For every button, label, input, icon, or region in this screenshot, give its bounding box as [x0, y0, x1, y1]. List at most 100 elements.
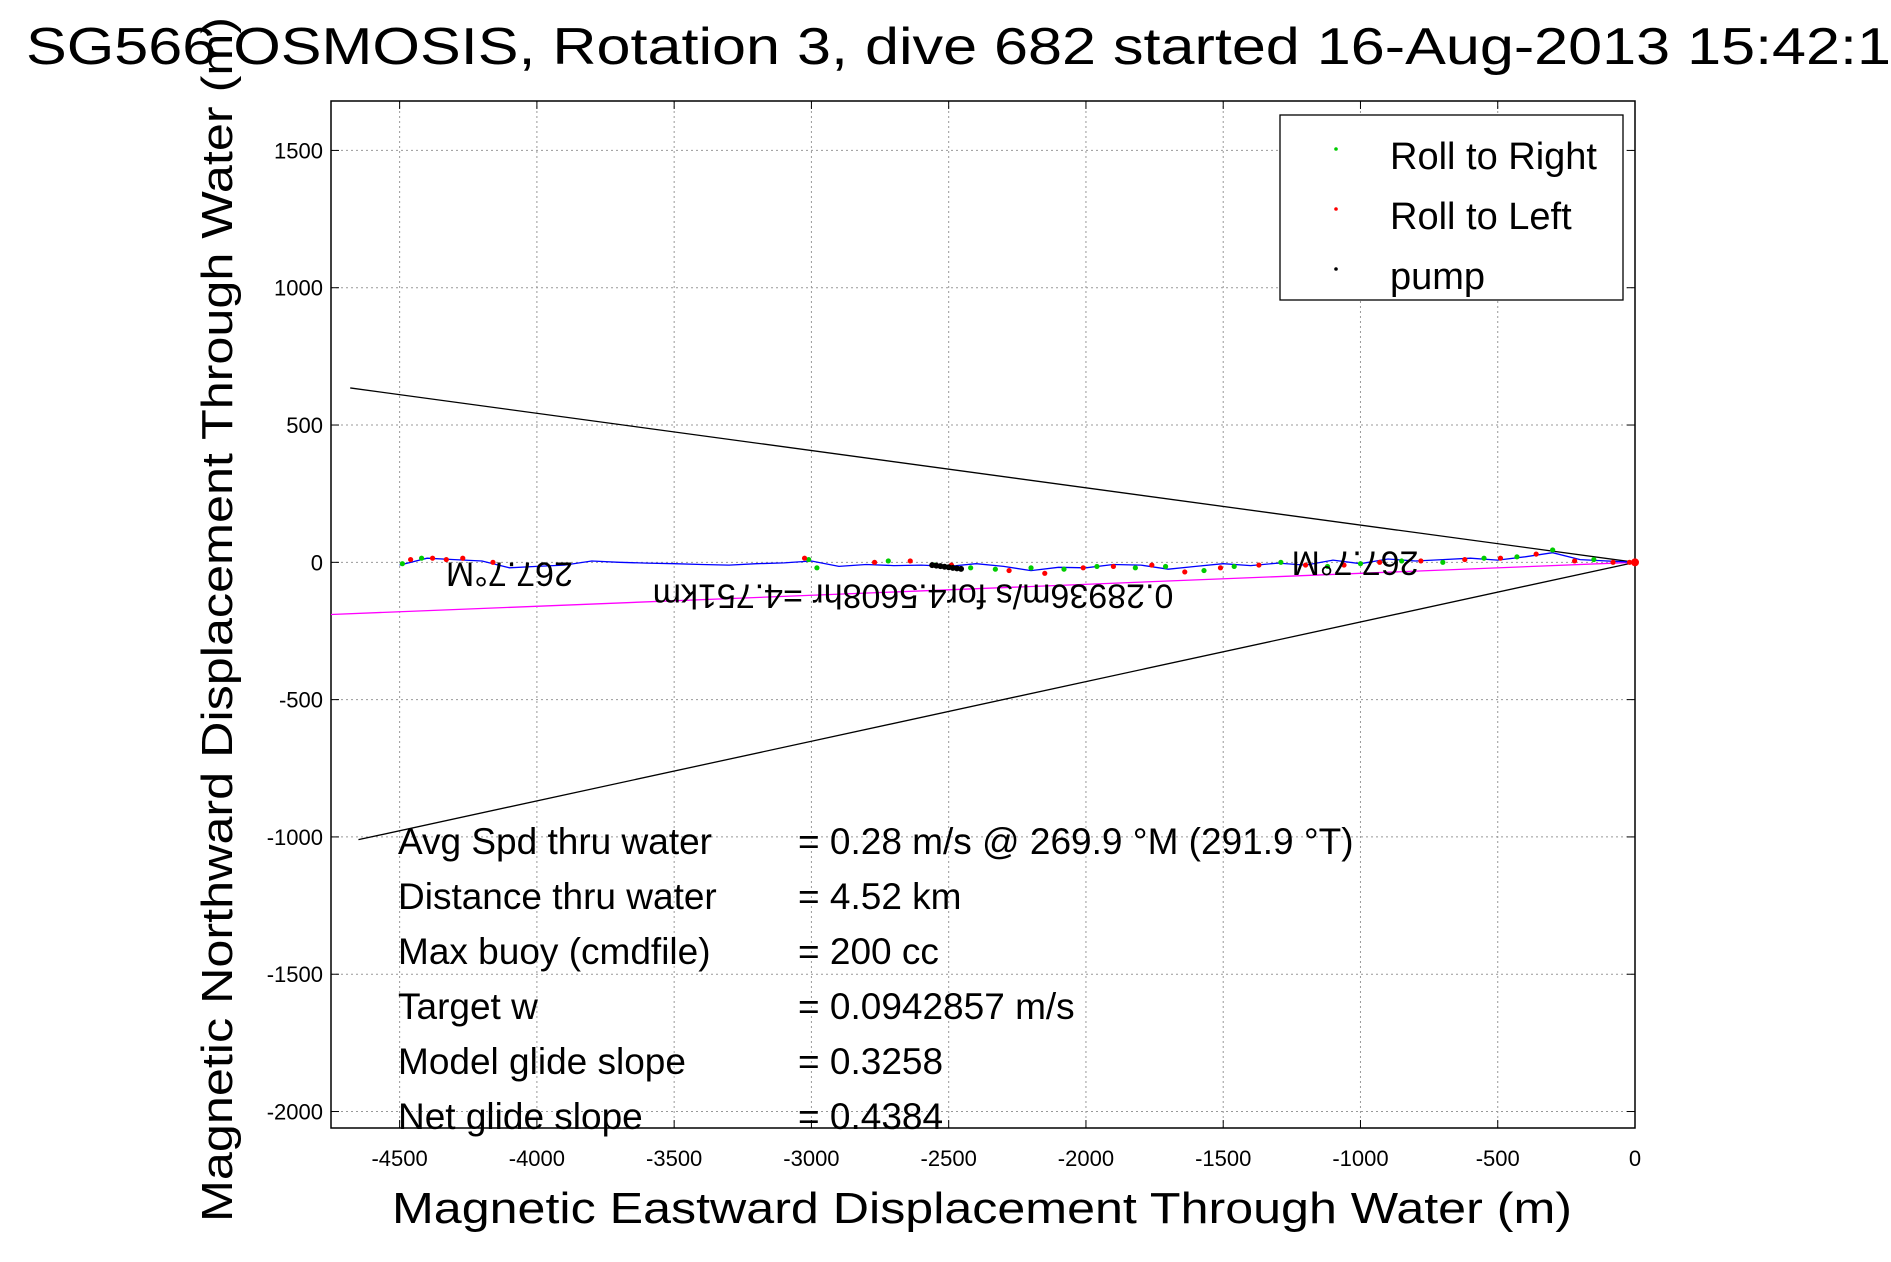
stats-value: = 0.28 m/s @ 269.9 °M (291.9 °T) — [798, 821, 1354, 862]
current-vector-line — [330, 561, 1636, 616]
x-tick-label: -4500 — [371, 1146, 427, 1171]
roll-right-point — [968, 565, 974, 571]
roll-right-point — [814, 565, 820, 571]
roll-right-point — [1132, 565, 1138, 571]
roll-right-point — [1514, 554, 1520, 560]
roll-right-point — [1357, 561, 1364, 567]
roll-left-point — [1217, 565, 1224, 571]
x-tick-label: -2000 — [1058, 1146, 1114, 1171]
roll-right-point — [399, 561, 405, 567]
roll-right-point — [992, 566, 998, 572]
roll-left-point — [1256, 562, 1262, 568]
roll-left-point — [1377, 559, 1383, 565]
roll-left-point — [1626, 559, 1633, 565]
roll-left-point — [871, 559, 878, 565]
y-axis-label: Magnetic Northward Displacement Through … — [193, 17, 242, 1222]
roll-right-point — [1550, 547, 1556, 553]
roll-left-point — [1462, 556, 1468, 563]
stats-value: = 0.3258 — [798, 1041, 943, 1082]
track-layer — [399, 552, 1636, 572]
roll-left-point — [907, 558, 913, 564]
y-tick-label: -2000 — [267, 1100, 323, 1125]
roll-left-point — [1341, 562, 1347, 568]
roll-right-point — [1028, 565, 1034, 571]
axis-ticks: -4500 -4000 -3500 -3000 -2500 -2000 -1500 -1000… — [267, 101, 1641, 1171]
roll-left-point — [1042, 570, 1048, 576]
stats-label: Avg Spd thru water — [398, 821, 712, 862]
marker-layer — [399, 547, 1639, 576]
origin-point — [1631, 558, 1639, 567]
roll-right-point — [1094, 563, 1100, 570]
roll-left-point — [1149, 562, 1155, 568]
roll-left-point — [1533, 551, 1539, 557]
roll-right-point — [418, 555, 425, 561]
x-tick-label: -4000 — [509, 1146, 565, 1171]
cone-upper-line — [350, 387, 1636, 563]
roll-left-point — [460, 555, 466, 561]
x-tick-label: -1500 — [1195, 1146, 1251, 1171]
pump-point — [958, 565, 965, 572]
legend-item-roll-right-label: Roll to Right — [1390, 136, 1597, 178]
y-tick-label: 1000 — [274, 276, 323, 301]
stats-label: Net glide slope — [398, 1096, 643, 1137]
legend: Roll to Right Roll to Left pump — [1279, 114, 1624, 301]
roll-left-point — [429, 555, 436, 561]
annotation-layer: 267.7°M 267.7°M 0.28936m/s for4.5608hr =4.… — [446, 543, 1419, 614]
legend-item-roll-left-label: Roll to Left — [1390, 196, 1572, 238]
roll-right-point — [1399, 558, 1405, 564]
heading-annotation-east: 267.7°M — [1291, 543, 1418, 581]
roll-left-point — [1006, 567, 1012, 574]
stats-value: = 200 cc — [798, 931, 939, 972]
y-tick-label: -1000 — [267, 825, 323, 850]
reference-lines — [330, 387, 1636, 841]
roll-left-point — [408, 556, 414, 563]
roll-right-point — [806, 556, 812, 563]
y-tick-label: 500 — [286, 413, 323, 438]
stats-label: Max buoy (cmdfile) — [398, 931, 711, 972]
roll-right-point — [1231, 563, 1237, 570]
roll-left-point — [1610, 559, 1616, 565]
roll-right-point — [885, 558, 891, 564]
legend-item-pump-marker — [1334, 267, 1338, 271]
stats-label: Distance thru water — [398, 876, 717, 917]
x-axis-label: Magnetic Eastward Displacement Through W… — [392, 1184, 1572, 1233]
stats-label: Model glide slope — [398, 1041, 686, 1082]
y-tick-label: -500 — [279, 688, 323, 713]
x-tick-label: 0 — [1629, 1146, 1641, 1171]
roll-left-point — [443, 556, 449, 563]
x-tick-label: -500 — [1476, 1146, 1520, 1171]
roll-right-point — [1201, 567, 1207, 574]
roll-right-point — [1324, 563, 1331, 570]
stats-value: = 0.0942857 m/s — [798, 986, 1075, 1027]
roll-left-point — [801, 555, 808, 561]
heading-annotation-west: 267.7°M — [446, 554, 573, 592]
glider-track-line — [399, 552, 1636, 572]
roll-right-point — [1278, 559, 1284, 565]
roll-left-point — [490, 559, 496, 565]
x-tick-label: -2500 — [921, 1146, 977, 1171]
y-tick-label: 0 — [311, 550, 323, 575]
y-tick-label: -1500 — [267, 962, 323, 987]
x-tick-label: -1000 — [1332, 1146, 1388, 1171]
y-tick-label: 1500 — [274, 138, 323, 163]
stats-label: Target w — [398, 986, 538, 1027]
x-tick-label: -3000 — [783, 1146, 839, 1171]
roll-left-point — [1182, 569, 1188, 575]
stats-value: = 0.4384 — [798, 1096, 943, 1137]
legend-item-roll-left-marker — [1334, 207, 1338, 211]
roll-right-point — [1061, 566, 1067, 572]
current-speed-annotation: 0.28936m/s for4.5608hr =4.751km — [653, 576, 1174, 614]
stats-block: Avg Spd thru water = 0.28 m/s @ 269.9 °M … — [398, 821, 1354, 1137]
chart-title: SG566 OSMOSIS, Rotation 3, dive 682 star… — [26, 18, 1891, 76]
roll-right-point — [1440, 559, 1446, 565]
roll-left-point — [1302, 562, 1309, 568]
stats-value: = 4.52 km — [798, 876, 962, 917]
roll-left-point — [1497, 555, 1504, 561]
roll-left-point — [1080, 565, 1086, 571]
legend-item-pump-label: pump — [1390, 256, 1485, 298]
roll-left-point — [1572, 558, 1578, 564]
cone-lower-line — [358, 561, 1636, 841]
x-tick-label: -3500 — [646, 1146, 702, 1171]
roll-left-point — [1110, 563, 1116, 570]
